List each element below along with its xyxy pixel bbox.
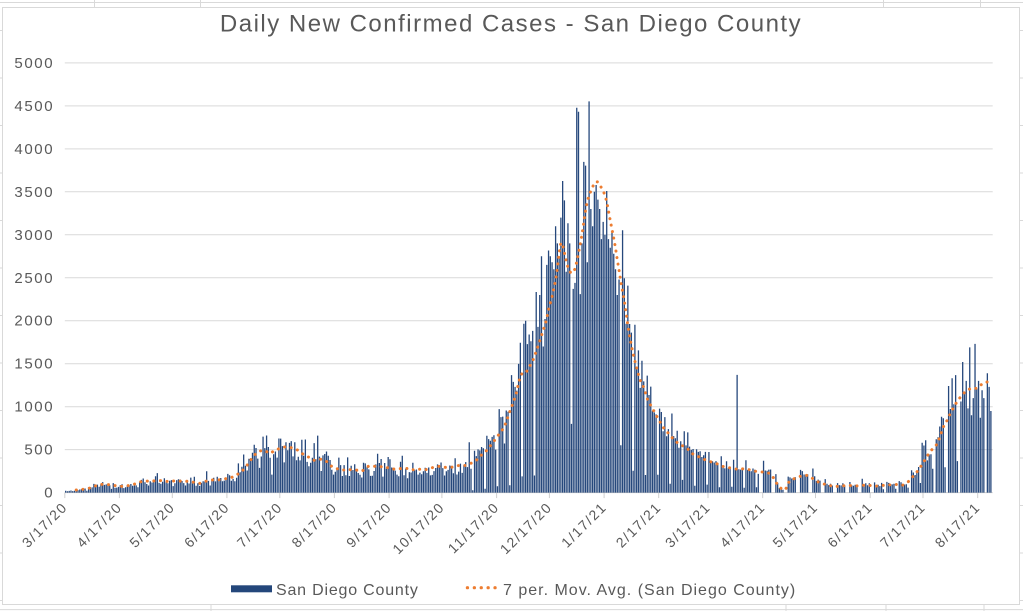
svg-text:500: 500 xyxy=(24,442,54,459)
svg-text:0: 0 xyxy=(44,485,54,502)
svg-text:San Diego County: San Diego County xyxy=(276,582,419,599)
svg-text:2000: 2000 xyxy=(14,313,54,330)
svg-text:7 per. Mov. Avg. (San Diego Co: 7 per. Mov. Avg. (San Diego County) xyxy=(503,582,796,599)
svg-text:Daily New Confirmed Cases - Sa: Daily New Confirmed Cases - San Diego Co… xyxy=(220,11,802,38)
svg-text:4500: 4500 xyxy=(14,98,54,115)
svg-text:1000: 1000 xyxy=(14,399,54,416)
svg-text:5000: 5000 xyxy=(14,55,54,72)
svg-text:3500: 3500 xyxy=(14,184,54,201)
svg-text:1500: 1500 xyxy=(14,356,54,373)
svg-text:2500: 2500 xyxy=(14,270,54,287)
svg-text:4000: 4000 xyxy=(14,141,54,158)
svg-text:3000: 3000 xyxy=(14,227,54,244)
